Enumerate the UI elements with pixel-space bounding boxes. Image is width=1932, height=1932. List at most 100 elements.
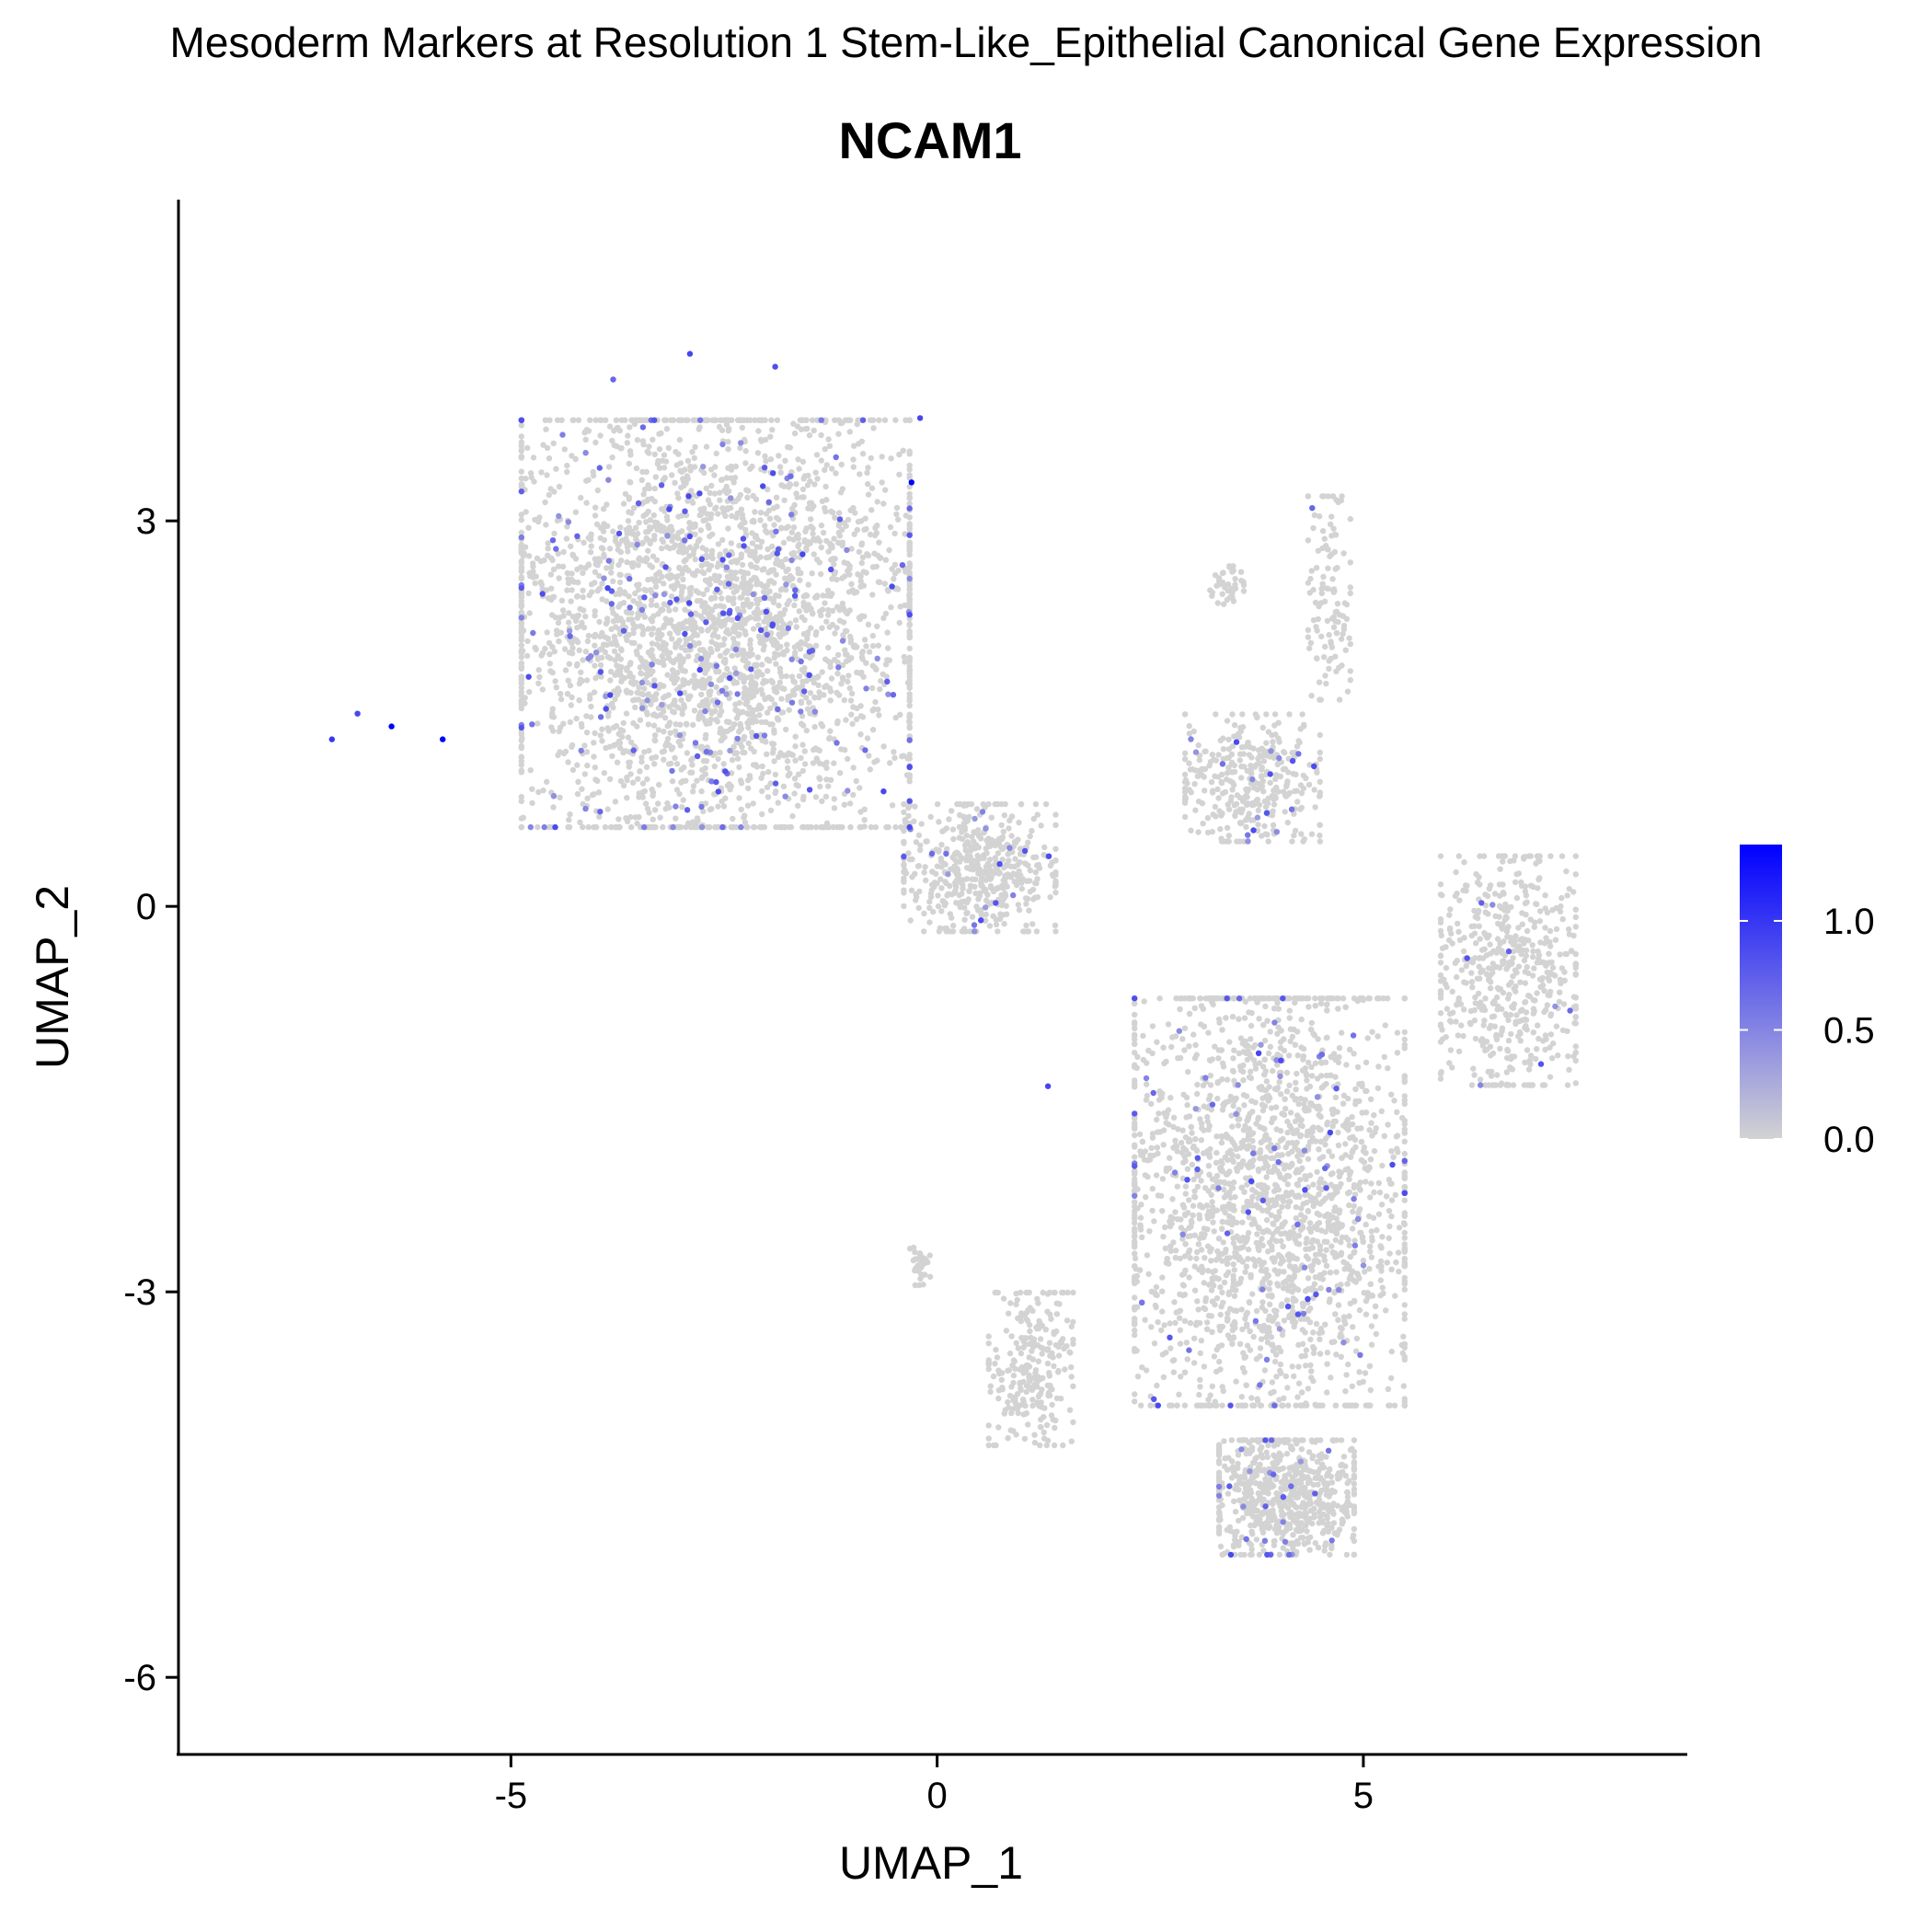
cell-point (1292, 1041, 1299, 1048)
cell-point (1026, 907, 1032, 914)
cell-point (1006, 857, 1012, 864)
cell-point (1270, 1067, 1276, 1075)
cell-point (1254, 1231, 1260, 1237)
cell-point (818, 570, 824, 578)
cell-point (832, 417, 838, 423)
cell-point (650, 512, 657, 519)
cell-point (823, 759, 830, 765)
cell-point (1220, 1064, 1227, 1070)
cell-point (530, 454, 537, 461)
cell-point (906, 540, 913, 547)
cell-point (1006, 825, 1012, 832)
cell-point (896, 619, 903, 627)
cell-point (1343, 1372, 1350, 1378)
cell-point (1286, 1007, 1294, 1014)
cell-point (1356, 1369, 1363, 1375)
cell-point (552, 614, 558, 621)
cell-point (731, 665, 738, 672)
cell-point (1349, 1225, 1356, 1232)
cell-point (683, 547, 690, 554)
cell-point (924, 838, 930, 845)
cell-point (906, 472, 913, 478)
cell-point (713, 603, 719, 610)
cell-point (627, 813, 634, 821)
cell-point (1333, 1351, 1340, 1358)
cell-point (754, 601, 761, 607)
cell-point (737, 523, 743, 529)
cell-point (697, 527, 704, 534)
cell-point (737, 741, 743, 747)
cell-point (603, 744, 609, 752)
cell-point (786, 535, 793, 542)
cell-point (730, 680, 737, 686)
cell-point (906, 551, 913, 558)
cell-point (813, 823, 820, 831)
cell-point (1346, 1202, 1352, 1209)
cell-point (842, 627, 849, 634)
cell-point (628, 528, 636, 535)
cell-point (641, 685, 648, 692)
cell-point (750, 800, 756, 807)
cell-point (659, 749, 666, 755)
cell-point (555, 619, 562, 627)
cell-point (839, 420, 845, 426)
cell-point (1190, 1176, 1197, 1183)
cell-point (607, 668, 615, 675)
cell-point (559, 563, 567, 569)
cell-point (569, 453, 575, 459)
cell-point (679, 570, 685, 577)
cell-point (1165, 1021, 1172, 1028)
cell-point (1394, 1133, 1401, 1139)
cell-point (686, 524, 693, 532)
cell-point (1401, 1302, 1409, 1308)
cell-point (1281, 1395, 1287, 1402)
cell-point (703, 485, 709, 491)
cell-point (726, 781, 732, 788)
cell-point (1374, 1226, 1380, 1234)
cell-point (868, 684, 876, 692)
cell-point (953, 900, 960, 906)
cell-point (1142, 1317, 1148, 1323)
cell-point (546, 417, 553, 423)
cell-point (1202, 1295, 1210, 1302)
cell-point (1218, 1139, 1225, 1146)
cell-point (1186, 1197, 1192, 1203)
cell-point (1357, 1179, 1363, 1186)
cell-point (529, 799, 535, 807)
cell-point (798, 698, 804, 705)
cell-point (1001, 812, 1008, 819)
cell-point (949, 922, 957, 929)
cell-point (834, 651, 842, 659)
cell-point (706, 524, 712, 532)
cell-point (906, 564, 913, 570)
cell-point (819, 669, 825, 675)
cell-point (1017, 877, 1023, 884)
cell-point (544, 444, 551, 452)
cell-point (536, 673, 543, 681)
cell-point (1305, 1386, 1312, 1392)
cell-point (529, 786, 535, 792)
cell-point (684, 473, 690, 479)
cell-point (518, 663, 524, 670)
cell-point (705, 497, 712, 503)
cell-point (730, 627, 738, 633)
cell-point (1000, 828, 1007, 835)
cell-point (960, 926, 968, 932)
cell-point (655, 800, 661, 807)
cell-point (1368, 1120, 1374, 1126)
cell-point (889, 566, 895, 572)
cell-point (1293, 1203, 1300, 1211)
cell-point (801, 640, 809, 647)
cell-point (820, 529, 827, 536)
cell-point (755, 633, 763, 639)
cell-point (627, 424, 633, 431)
cell-point (1335, 1129, 1341, 1136)
cell-point (669, 472, 675, 478)
cell-point (1302, 1173, 1308, 1179)
cell-point (1286, 1015, 1294, 1021)
cell-point (907, 917, 914, 924)
cell-point (1267, 1301, 1273, 1308)
cell-point (584, 795, 591, 801)
cell-point (831, 796, 837, 802)
cell-point (1379, 1162, 1386, 1169)
